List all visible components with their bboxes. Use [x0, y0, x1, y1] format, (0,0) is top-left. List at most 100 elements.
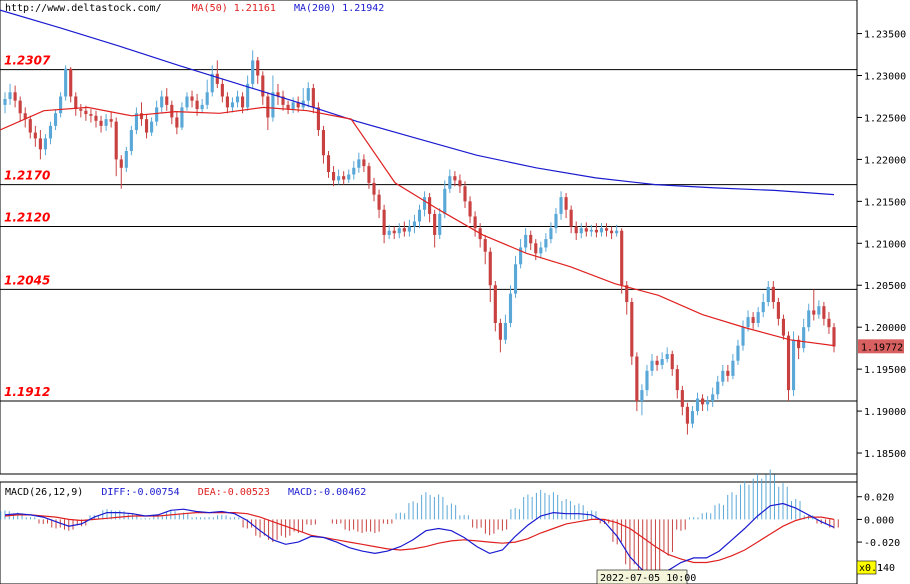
candle-body — [599, 228, 604, 233]
candle-body — [235, 96, 240, 103]
candle-body — [372, 182, 376, 195]
price-tick-label: 1.18500 — [864, 449, 906, 460]
candle-body — [802, 327, 806, 349]
candle-body — [438, 213, 442, 235]
candle-body — [397, 228, 401, 234]
candle-body — [781, 318, 786, 336]
candle-body — [448, 176, 452, 189]
price-tick-label: 1.21500 — [864, 197, 906, 208]
candle-body — [200, 104, 204, 110]
ma50-line — [0, 106, 835, 347]
candle-body — [13, 92, 17, 101]
candle-body — [564, 197, 568, 210]
candle-body — [271, 92, 275, 118]
ma200-value: 1.21942 — [342, 3, 385, 14]
candle-body — [3, 98, 7, 105]
candle-body — [822, 306, 826, 319]
candle-body — [508, 293, 513, 323]
macd-header: MACD(26,12,9) DIFF:-0.00754 DEA:-0.00523… — [5, 487, 366, 499]
candle-body — [23, 113, 27, 120]
candle-body — [342, 176, 346, 180]
candle-body — [655, 360, 659, 365]
candle-body — [220, 83, 224, 97]
candle-body — [731, 360, 735, 376]
level-label-0: 1.2307 — [4, 54, 51, 68]
level-label-3: 1.2045 — [4, 273, 50, 287]
candle-body — [741, 327, 745, 346]
time-label: 2022-07-05 10:00 — [600, 573, 696, 584]
candle-body — [690, 411, 695, 424]
candle-body — [574, 226, 578, 234]
zoom-label: x0.1 — [859, 563, 883, 574]
candle-body — [165, 96, 169, 105]
candle-body — [670, 354, 674, 370]
candle-body — [554, 213, 558, 229]
moving-averages — [0, 9, 835, 347]
current-price-box — [858, 339, 904, 354]
candle-body — [296, 102, 300, 108]
candle-body — [347, 174, 351, 180]
candle-body — [215, 73, 219, 84]
current-price-label: 1.19772 — [861, 342, 903, 353]
price-tick-label: 1.21000 — [864, 239, 906, 250]
price-plot-frame — [0, 0, 858, 475]
macd-tick-label: 0.000 — [864, 515, 894, 526]
candle-body — [589, 229, 593, 232]
candle-body — [38, 138, 42, 150]
candle-body — [453, 176, 457, 181]
ma50-value: 1.21161 — [233, 3, 276, 14]
candle-body — [261, 75, 265, 97]
candle-body — [230, 102, 235, 108]
candle-body — [706, 401, 710, 405]
candle-body — [352, 167, 356, 175]
candle-body — [417, 209, 422, 222]
candle-body — [513, 264, 518, 294]
source-url[interactable]: http://www.deltastock.com/ — [5, 3, 162, 14]
candle-body — [382, 209, 386, 235]
candle-body — [321, 130, 326, 156]
candle-body — [751, 317, 755, 323]
macd-tick-label: -0.020 — [864, 538, 900, 549]
candle-body — [519, 247, 523, 265]
candle-body — [620, 230, 624, 286]
price-header: http://www.deltastock.com/ MA(50) 1.2116… — [5, 3, 384, 15]
candle-body — [79, 109, 83, 111]
candle-body — [786, 335, 791, 391]
ma50-label: MA(50) — [191, 3, 228, 14]
candle-body — [246, 83, 250, 108]
ma200-label: MA(200) — [293, 3, 337, 14]
candle-body — [367, 166, 371, 183]
candle-body — [807, 310, 811, 328]
zoom-indicator[interactable] — [856, 560, 877, 575]
candle-body — [695, 398, 700, 412]
candle-body — [746, 317, 750, 328]
candle-body — [544, 239, 548, 248]
candle-body — [635, 356, 639, 402]
price-panel: 1.2307 1.2170 1.2120 1.2045 1.1912 — [0, 0, 858, 475]
candle-body — [99, 120, 103, 126]
candle-body — [225, 96, 229, 108]
candle-body — [468, 201, 472, 217]
candle-body — [569, 209, 573, 227]
macd-dea-value: DEA:-0.00523 — [197, 487, 270, 498]
candle-body — [640, 390, 644, 402]
candle-body — [604, 228, 609, 231]
candle-body — [610, 230, 614, 234]
price-tick-label: 1.22000 — [864, 155, 906, 166]
candle-body — [675, 369, 679, 391]
candle-body — [195, 100, 199, 110]
candle-body — [256, 60, 260, 76]
candle-body — [488, 251, 492, 286]
candle-body — [69, 68, 73, 97]
candle-body — [89, 114, 93, 116]
candle-body — [791, 339, 796, 391]
candle-body — [433, 213, 437, 235]
candle-body — [402, 228, 406, 232]
candle-body — [625, 285, 629, 303]
candle-body — [210, 73, 214, 93]
candle-body — [630, 302, 634, 357]
candle-body — [18, 100, 22, 114]
price-tick-label: 1.23000 — [864, 72, 906, 83]
candle-body — [94, 115, 98, 121]
time-label-box — [596, 569, 688, 584]
